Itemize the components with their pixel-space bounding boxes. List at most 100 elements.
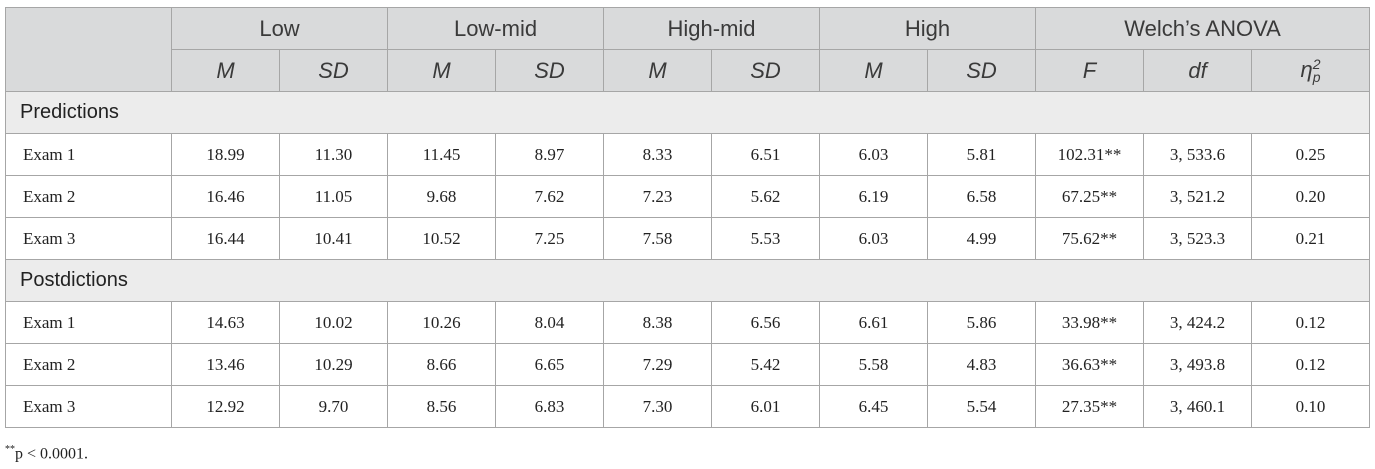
subheader: SD	[495, 49, 605, 92]
group-header: High-mid	[603, 7, 821, 50]
cell: 6.56	[711, 301, 821, 344]
cell: 16.46	[171, 175, 280, 218]
cell: 16.44	[171, 217, 280, 260]
cell: 0.21	[1251, 217, 1371, 260]
data-row: Exam 2 16.46 11.05 9.68 7.62 7.23 5.62 6.19 6.58…	[5, 175, 1371, 218]
cell: 10.26	[387, 301, 497, 344]
cell: 0.10	[1251, 385, 1371, 428]
cell: 6.03	[819, 217, 929, 260]
cell: 5.42	[711, 343, 821, 386]
cell: 9.68	[387, 175, 497, 218]
data-row: Exam 2 13.46 10.29 8.66 6.65 7.29 5.42 5.58 4.83…	[5, 343, 1371, 386]
cell: 8.56	[387, 385, 497, 428]
cell: 6.45	[819, 385, 929, 428]
cell: 36.63**	[1035, 343, 1145, 386]
subheader: M	[171, 49, 280, 92]
symbol: η	[1300, 56, 1313, 82]
cell: 13.46	[171, 343, 280, 386]
cell: 7.30	[603, 385, 713, 428]
cell: 0.12	[1251, 301, 1371, 344]
superscript: 2	[1312, 56, 1321, 73]
cell: 5.54	[927, 385, 1037, 428]
cell: 11.45	[387, 133, 497, 176]
cell: 8.38	[603, 301, 713, 344]
group-header: High	[819, 7, 1037, 50]
cell: 5.62	[711, 175, 821, 218]
row-label: Exam 1	[5, 301, 172, 344]
cell: 4.99	[927, 217, 1037, 260]
cell: 3, 460.1	[1143, 385, 1253, 428]
cell: 8.33	[603, 133, 713, 176]
data-table: Low Low-mid High-mid High Welch’s ANOVA M SD M S…	[4, 7, 1371, 428]
subheader: M	[819, 49, 929, 92]
cell: 10.29	[278, 343, 389, 386]
cell: 27.35**	[1035, 385, 1145, 428]
data-row: Exam 3 16.44 10.41 10.52 7.25 7.58 5.53 6.03 4.9…	[5, 217, 1371, 260]
section-label: Predictions	[4, 91, 1371, 134]
subscript: p	[1312, 69, 1321, 86]
footnote: **p < 0.0001.	[5, 444, 88, 463]
cell: 10.52	[387, 217, 497, 260]
row-label: Exam 3	[5, 217, 172, 260]
subheader: SD	[711, 49, 821, 92]
cell: 6.51	[711, 133, 821, 176]
data-row: Exam 1 18.99 11.30 11.45 8.97 8.33 6.51 6.03 5.8…	[5, 133, 1371, 176]
cell: 12.92	[171, 385, 280, 428]
cell: 102.31**	[1035, 133, 1145, 176]
cell: 14.63	[171, 301, 280, 344]
cell: 6.01	[711, 385, 821, 428]
section-row: Postdictions	[4, 259, 1371, 302]
cell: 9.70	[278, 385, 389, 428]
cell: 7.23	[603, 175, 713, 218]
cell: 7.58	[603, 217, 713, 260]
cell: 0.20	[1251, 175, 1371, 218]
row-label: Exam 2	[5, 175, 172, 218]
cell: 8.04	[495, 301, 605, 344]
cell: 5.81	[927, 133, 1037, 176]
cell: 6.61	[819, 301, 929, 344]
cell: 7.62	[495, 175, 605, 218]
footnote-text: p < 0.0001.	[15, 445, 89, 463]
cell: 67.25**	[1035, 175, 1145, 218]
row-label: Exam 1	[5, 133, 172, 176]
cell: 5.58	[819, 343, 929, 386]
cell: 11.05	[278, 175, 389, 218]
cell: 7.29	[603, 343, 713, 386]
cell: 3, 521.2	[1143, 175, 1253, 218]
subheader: df	[1143, 49, 1253, 92]
subheader: SD	[927, 49, 1037, 92]
header-row: Low Low-mid High-mid High Welch’s ANOVA	[5, 7, 1371, 92]
cell: 3, 424.2	[1143, 301, 1253, 344]
cell: 33.98**	[1035, 301, 1145, 344]
cell: 6.65	[495, 343, 605, 386]
subheader: SD	[278, 49, 389, 92]
subheader: M	[603, 49, 713, 92]
data-row: Exam 3 12.92 9.70 8.56 6.83 7.30 6.01 6.45 5.54 2…	[5, 385, 1371, 428]
cell: 6.19	[819, 175, 929, 218]
cell: 6.83	[495, 385, 605, 428]
cell: 6.03	[819, 133, 929, 176]
cell: 7.25	[495, 217, 605, 260]
cell: 8.66	[387, 343, 497, 386]
subheader: M	[387, 49, 497, 92]
section-label: Postdictions	[4, 259, 1371, 302]
cell: 10.02	[278, 301, 389, 344]
group-header: Low-mid	[387, 7, 605, 50]
cell: 5.86	[927, 301, 1037, 344]
row-label: Exam 2	[5, 343, 172, 386]
subheader: F	[1035, 49, 1145, 92]
corner-cell	[5, 7, 172, 92]
group-header: Low	[170, 7, 389, 50]
data-row: Exam 1 14.63 10.02 10.26 8.04 8.38 6.56 6.61 5.8…	[5, 301, 1371, 344]
cell: 6.58	[927, 175, 1037, 218]
cell: 0.25	[1251, 133, 1371, 176]
cell: 11.30	[278, 133, 389, 176]
cell: 10.41	[278, 217, 389, 260]
cell: 0.12	[1251, 343, 1371, 386]
cell: 4.83	[927, 343, 1037, 386]
cell: 5.53	[711, 217, 821, 260]
